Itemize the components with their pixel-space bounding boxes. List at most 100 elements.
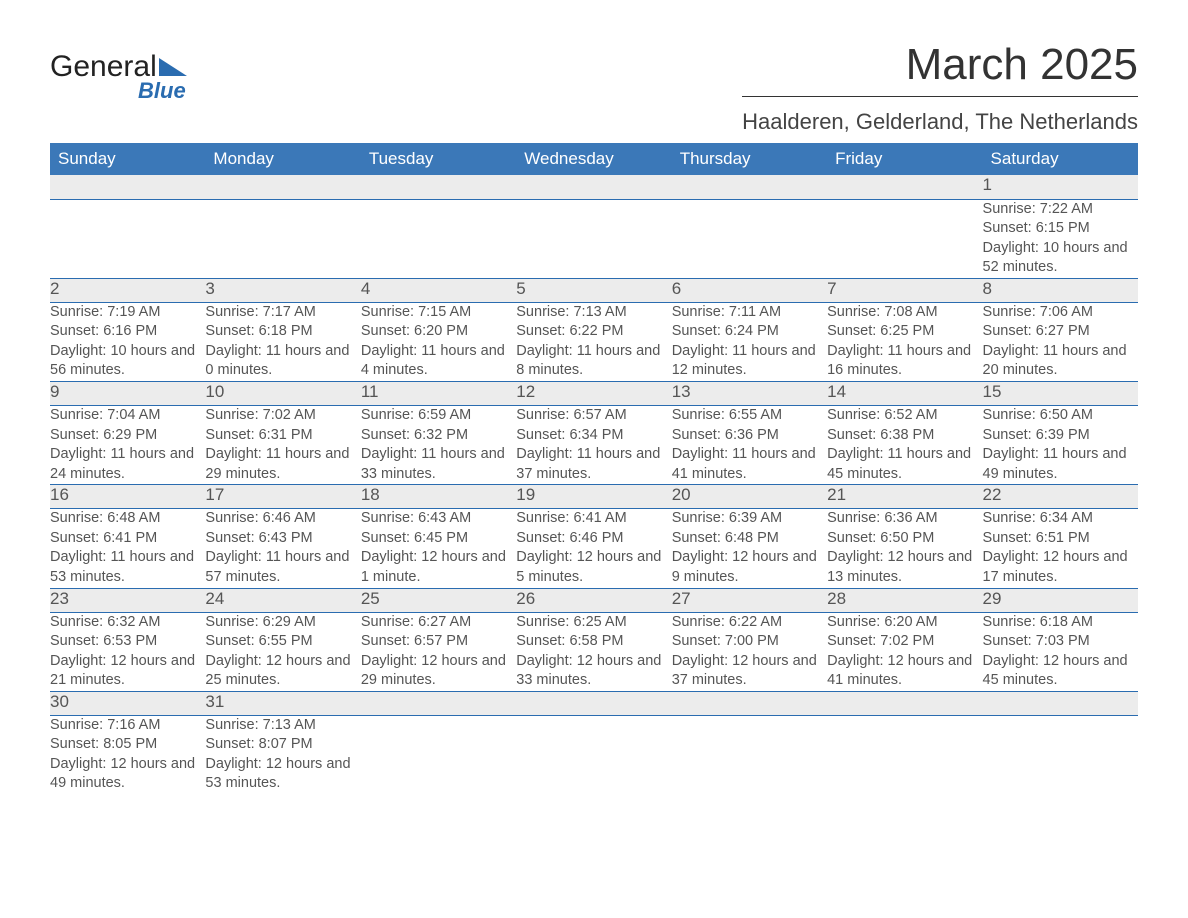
page-header: General Blue March 2025 Haalderen, Gelde…: [50, 40, 1138, 135]
calendar-table: SundayMondayTuesdayWednesdayThursdayFrid…: [50, 143, 1138, 794]
day-detail-cell: Sunrise: 7:11 AMSunset: 6:24 PMDaylight:…: [672, 302, 827, 381]
sunrise-value: Sunrise: 6:59 AM: [361, 406, 516, 426]
title-divider: [742, 96, 1138, 97]
day-detail-cell: Sunrise: 6:48 AMSunset: 6:41 PMDaylight:…: [50, 509, 205, 588]
day-number-cell: 18: [361, 485, 516, 509]
sunrise-value: Sunrise: 6:50 AM: [983, 406, 1138, 426]
day-detail-cell: [672, 715, 827, 794]
day-number-cell: 10: [205, 382, 360, 406]
sunrise-value: Sunrise: 7:16 AM: [50, 716, 205, 736]
week-4-daynum-row: 23242526272829: [50, 588, 1138, 612]
daylight-value: Daylight: 11 hours and 33 minutes.: [361, 445, 516, 484]
sunset-value: Sunset: 6:32 PM: [361, 426, 516, 446]
day-number-cell: 25: [361, 588, 516, 612]
daylight-value: Daylight: 11 hours and 0 minutes.: [205, 342, 360, 381]
daylight-value: Daylight: 11 hours and 37 minutes.: [516, 445, 671, 484]
sunrise-value: Sunrise: 6:43 AM: [361, 509, 516, 529]
sunset-value: Sunset: 6:29 PM: [50, 426, 205, 446]
day-detail-cell: [983, 715, 1138, 794]
daylight-value: Daylight: 11 hours and 29 minutes.: [205, 445, 360, 484]
day-number-cell: 17: [205, 485, 360, 509]
daylight-value: Daylight: 12 hours and 13 minutes.: [827, 548, 982, 587]
day-detail-cell: Sunrise: 7:19 AMSunset: 6:16 PMDaylight:…: [50, 302, 205, 381]
week-3-daynum-row: 16171819202122: [50, 485, 1138, 509]
sunset-value: Sunset: 6:39 PM: [983, 426, 1138, 446]
sunset-value: Sunset: 6:51 PM: [983, 529, 1138, 549]
weekday-thursday: Thursday: [672, 143, 827, 175]
sunrise-value: Sunrise: 6:20 AM: [827, 613, 982, 633]
daylight-value: Daylight: 12 hours and 33 minutes.: [516, 652, 671, 691]
daylight-value: Daylight: 11 hours and 53 minutes.: [50, 548, 205, 587]
day-detail-cell: Sunrise: 7:13 AMSunset: 6:22 PMDaylight:…: [516, 302, 671, 381]
day-number-cell: [516, 691, 671, 715]
week-3-detail-row: Sunrise: 6:48 AMSunset: 6:41 PMDaylight:…: [50, 509, 1138, 588]
week-1-daynum-row: 2345678: [50, 278, 1138, 302]
daylight-value: Daylight: 10 hours and 52 minutes.: [983, 239, 1138, 278]
sunset-value: Sunset: 6:18 PM: [205, 322, 360, 342]
day-number-cell: [516, 175, 671, 199]
sunset-value: Sunset: 7:00 PM: [672, 632, 827, 652]
sunset-value: Sunset: 6:48 PM: [672, 529, 827, 549]
day-number-cell: 26: [516, 588, 671, 612]
weekday-sunday: Sunday: [50, 143, 205, 175]
daylight-value: Daylight: 11 hours and 8 minutes.: [516, 342, 671, 381]
daylight-value: Daylight: 11 hours and 45 minutes.: [827, 445, 982, 484]
daylight-value: Daylight: 12 hours and 53 minutes.: [205, 755, 360, 794]
day-detail-cell: Sunrise: 7:04 AMSunset: 6:29 PMDaylight:…: [50, 406, 205, 485]
calendar-tbody: 1Sunrise: 7:22 AMSunset: 6:15 PMDaylight…: [50, 175, 1138, 794]
day-number-cell: 4: [361, 278, 516, 302]
day-number-cell: 29: [983, 588, 1138, 612]
day-number-cell: 9: [50, 382, 205, 406]
daylight-value: Daylight: 11 hours and 57 minutes.: [205, 548, 360, 587]
day-detail-cell: Sunrise: 7:02 AMSunset: 6:31 PMDaylight:…: [205, 406, 360, 485]
sunset-value: Sunset: 6:46 PM: [516, 529, 671, 549]
sunrise-value: Sunrise: 6:29 AM: [205, 613, 360, 633]
weekday-tuesday: Tuesday: [361, 143, 516, 175]
page-subtitle: Haalderen, Gelderland, The Netherlands: [742, 109, 1138, 135]
logo-text-sub: Blue: [138, 78, 187, 104]
daylight-value: Daylight: 11 hours and 49 minutes.: [983, 445, 1138, 484]
day-number-cell: 7: [827, 278, 982, 302]
sunset-value: Sunset: 6:55 PM: [205, 632, 360, 652]
day-detail-cell: Sunrise: 6:46 AMSunset: 6:43 PMDaylight:…: [205, 509, 360, 588]
week-5-detail-row: Sunrise: 7:16 AMSunset: 8:05 PMDaylight:…: [50, 715, 1138, 794]
daylight-value: Daylight: 12 hours and 9 minutes.: [672, 548, 827, 587]
sunrise-value: Sunrise: 6:34 AM: [983, 509, 1138, 529]
week-5-daynum-row: 3031: [50, 691, 1138, 715]
day-detail-cell: Sunrise: 6:41 AMSunset: 6:46 PMDaylight:…: [516, 509, 671, 588]
week-1-detail-row: Sunrise: 7:19 AMSunset: 6:16 PMDaylight:…: [50, 302, 1138, 381]
sunrise-value: Sunrise: 6:36 AM: [827, 509, 982, 529]
day-detail-cell: Sunrise: 6:55 AMSunset: 6:36 PMDaylight:…: [672, 406, 827, 485]
day-number-cell: 14: [827, 382, 982, 406]
day-detail-cell: [516, 715, 671, 794]
daylight-value: Daylight: 12 hours and 41 minutes.: [827, 652, 982, 691]
day-number-cell: [50, 175, 205, 199]
logo: General Blue: [50, 50, 187, 104]
day-number-cell: [361, 691, 516, 715]
day-number-cell: 21: [827, 485, 982, 509]
day-detail-cell: Sunrise: 7:22 AMSunset: 6:15 PMDaylight:…: [983, 199, 1138, 278]
daylight-value: Daylight: 12 hours and 25 minutes.: [205, 652, 360, 691]
sunset-value: Sunset: 6:16 PM: [50, 322, 205, 342]
weekday-saturday: Saturday: [983, 143, 1138, 175]
sunset-value: Sunset: 6:25 PM: [827, 322, 982, 342]
day-number-cell: [983, 691, 1138, 715]
day-detail-cell: Sunrise: 6:25 AMSunset: 6:58 PMDaylight:…: [516, 612, 671, 691]
day-number-cell: [672, 691, 827, 715]
sunset-value: Sunset: 6:24 PM: [672, 322, 827, 342]
sunrise-value: Sunrise: 6:48 AM: [50, 509, 205, 529]
sunset-value: Sunset: 8:05 PM: [50, 735, 205, 755]
sunrise-value: Sunrise: 6:46 AM: [205, 509, 360, 529]
day-number-cell: 16: [50, 485, 205, 509]
day-detail-cell: [827, 715, 982, 794]
day-number-cell: 11: [361, 382, 516, 406]
sunset-value: Sunset: 6:58 PM: [516, 632, 671, 652]
daylight-value: Daylight: 12 hours and 1 minute.: [361, 548, 516, 587]
sunrise-value: Sunrise: 7:15 AM: [361, 303, 516, 323]
sunrise-value: Sunrise: 6:22 AM: [672, 613, 827, 633]
week-0-detail-row: Sunrise: 7:22 AMSunset: 6:15 PMDaylight:…: [50, 199, 1138, 278]
day-number-cell: 15: [983, 382, 1138, 406]
daylight-value: Daylight: 11 hours and 4 minutes.: [361, 342, 516, 381]
day-number-cell: 5: [516, 278, 671, 302]
sunrise-value: Sunrise: 6:25 AM: [516, 613, 671, 633]
